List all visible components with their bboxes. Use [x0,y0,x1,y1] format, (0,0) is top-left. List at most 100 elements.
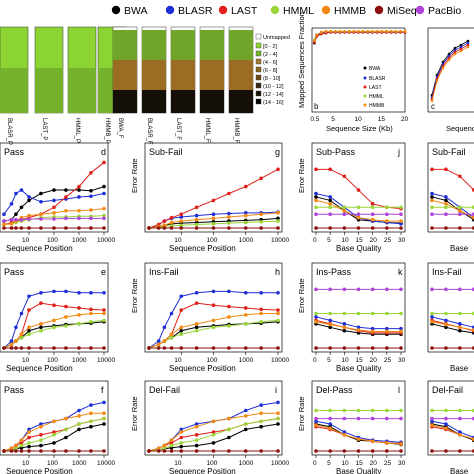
data-point [314,226,318,230]
bar-tick-label: HMMB_P [104,118,110,144]
bar-segment [113,90,137,113]
data-point [447,56,451,60]
data-point [162,325,167,330]
data-point [179,435,184,440]
data-point [458,287,462,292]
data-point [259,291,263,295]
data-point [52,419,56,424]
tick-label: 20 [370,357,378,364]
data-point [169,335,174,340]
data-point [102,400,106,405]
tick-label: 10 [174,237,182,244]
data-point [399,442,403,446]
data-point [156,449,161,453]
axis-label: Error Rate [297,278,306,313]
data-point [314,319,318,324]
data-point [211,216,216,221]
tick-label: 10000 [97,237,115,244]
legend-marker [363,76,367,80]
data-point [444,422,448,426]
data-point [453,48,457,52]
tick-label: 10 [174,357,182,364]
data-point [2,222,6,227]
data-point [194,422,199,426]
data-point [328,287,332,292]
data-point [14,191,18,196]
legend-marker [363,94,367,98]
data-point [453,52,457,56]
data-point [458,346,462,350]
panel-title: Pass [4,267,25,277]
strip-legend-swatch [255,66,262,73]
strip-legend-label: [0 - 2] [263,44,278,50]
panel-title: Ins-Fail [149,267,179,277]
panel-frame [427,380,474,456]
data-point [162,449,167,453]
panel-letter: k [398,267,403,277]
data-point [194,226,199,230]
data-point [39,424,43,429]
data-point [39,191,43,196]
data-point [458,311,462,316]
data-point [342,208,347,213]
data-point [458,328,462,333]
bar-tick-label: HMML_F [204,118,210,143]
panel-letter: f [101,385,104,395]
data-point [89,216,93,221]
panel-letter: h [275,267,280,277]
tick-label: 10 [341,460,349,467]
data-point [39,422,43,426]
bar-segment [200,60,224,90]
data-point [314,408,318,413]
panel-frame [427,142,474,233]
data-point [444,167,448,172]
data-point [179,449,184,453]
data-point [430,167,434,172]
data-point [356,212,361,216]
data-point [370,217,375,222]
data-point [211,325,216,330]
data-point [430,419,434,424]
data-point [14,325,18,330]
bar-segment [142,30,166,60]
legend-label: LAST [369,85,382,91]
strip-legend-swatch [255,58,262,65]
data-point [52,318,56,323]
data-point [102,318,106,323]
strip-legend-label: Unmapped [263,35,290,41]
data-point [357,29,360,33]
data-point [314,449,318,453]
data-point [342,174,347,179]
data-point [444,408,448,413]
data-point [444,311,448,316]
data-point [77,313,81,317]
data-point [19,443,24,448]
data-point [444,325,448,330]
data-point [385,441,389,445]
data-point [370,205,375,210]
bar-segment [142,90,166,113]
tick-label: 0.5 [310,116,319,123]
data-point [211,419,216,424]
data-point [39,325,43,330]
strip-legend-swatch [255,50,262,57]
data-point [14,346,18,350]
data-point [328,346,332,350]
data-point [243,184,248,189]
data-point [9,202,14,206]
data-point [194,291,199,295]
axis-label: Sequence Position [169,244,236,253]
data-point [333,29,337,33]
data-point [312,39,316,42]
data-point [52,188,56,192]
tick-label: 100 [207,460,218,467]
data-point [179,219,184,223]
data-point [459,43,463,47]
data-point [453,50,457,54]
data-point [179,294,184,299]
data-point [342,212,347,216]
axis-label: Error Rate [297,396,306,431]
axis-label: Error Rate [130,396,139,431]
data-point [342,433,347,437]
